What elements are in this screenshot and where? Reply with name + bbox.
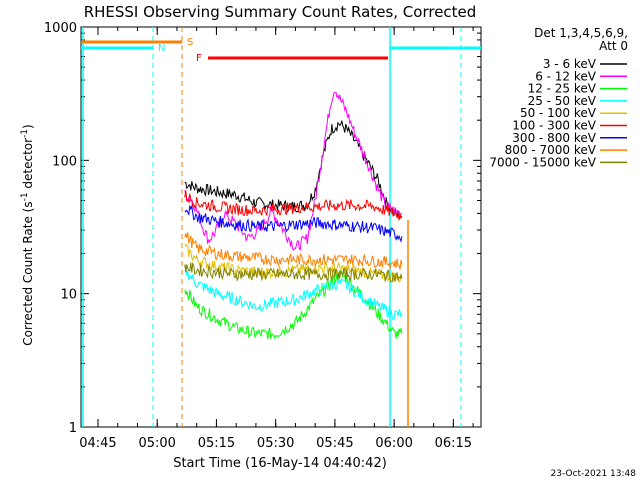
series-line-800-7000keV — [184, 232, 403, 270]
x-tick-label: 05:30 — [257, 436, 294, 451]
y-tick-label: 100 — [52, 154, 77, 169]
legend-label: 12 - 25 keV — [528, 82, 597, 96]
series-line-300-800keV — [184, 204, 403, 243]
legend-header-1: Det 1,3,4,5,6,9, — [534, 26, 628, 40]
legend-label: 800 - 7000 keV — [505, 143, 597, 157]
footer-timestamp: 23-Oct-2021 13:48 — [551, 469, 637, 479]
y-label-part-3: ) — [21, 124, 35, 129]
y-axis-label: Corrected Count Rate (s-1 detector-1) — [20, 124, 35, 345]
legend-label: 300 - 800 keV — [512, 131, 596, 145]
night-label: N — [158, 43, 165, 54]
x-axis-label: Start Time (16-May-14 04:40:42) — [173, 456, 387, 471]
y-tick-label: 1 — [69, 421, 77, 436]
plot-area: 1 10 100 1000 04:45 05:00 05:15 05:30 05:45 06:00… — [44, 21, 482, 451]
legend-header-2: Att 0 — [599, 39, 628, 53]
y-label-sup-2: -1 — [20, 129, 30, 138]
saa-label: S — [187, 37, 193, 48]
x-tick-label: 05:45 — [316, 436, 353, 451]
x-tick-label: 05:00 — [138, 436, 175, 451]
legend-label: 7000 - 15000 keV — [489, 155, 596, 169]
flare-label: F — [196, 53, 202, 64]
y-label-part-1: Corrected Count Rate (s — [21, 201, 35, 345]
x-tick-label: 04:45 — [79, 436, 116, 451]
series-line-100-300keV — [184, 190, 403, 221]
legend-label: 25 - 50 keV — [528, 94, 597, 108]
legend-label: 100 - 300 keV — [512, 119, 596, 133]
y-tick-label: 10 — [60, 288, 77, 303]
x-tick-label: 06:00 — [375, 436, 412, 451]
legend-label: 6 - 12 keV — [535, 69, 597, 83]
x-tick-label: 05:15 — [198, 436, 235, 451]
chart-title: RHESSI Observing Summary Count Rates, Co… — [84, 3, 477, 21]
legend-label: 50 - 100 keV — [520, 106, 597, 120]
legend-label: 3 - 6 keV — [543, 57, 597, 71]
series-line-7000-15000keV — [184, 261, 403, 283]
y-label-sup-1: -1 — [20, 192, 30, 201]
x-tick-label: 06:15 — [435, 436, 472, 451]
y-label-part-2: detector — [21, 138, 35, 193]
series-line-25-50keV — [184, 264, 403, 321]
y-tick-label: 1000 — [44, 21, 77, 36]
plot-frame — [80, 26, 482, 428]
